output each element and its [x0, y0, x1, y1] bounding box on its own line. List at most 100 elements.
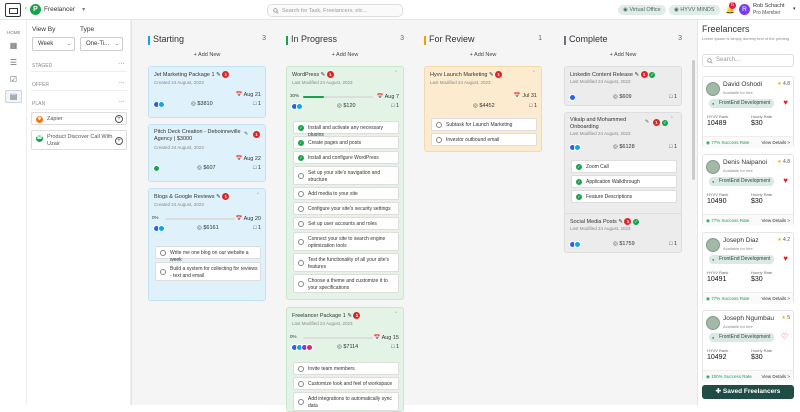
edit-icon[interactable]: ✎ [347, 313, 352, 319]
view-details-link[interactable]: View Details > [761, 140, 790, 145]
view-details-link[interactable]: View Details > [761, 374, 790, 379]
subtask-item[interactable]: Add media to your site [293, 187, 399, 200]
chevron-up-icon[interactable]: ˆ [395, 312, 397, 318]
subtask-checkbox[interactable] [436, 137, 442, 143]
chevron-up-icon[interactable]: ˆ [395, 71, 397, 77]
subtask-item[interactable]: ✓ Install and configure WordPress [293, 151, 399, 164]
comment-count[interactable]: □ 1 [669, 94, 677, 100]
subtask-item[interactable]: ✓ Create pages and posts [293, 136, 399, 149]
staged-section[interactable]: STAGED ⋯ [31, 60, 127, 72]
edit-icon[interactable]: ✎ [216, 72, 221, 78]
comment-count[interactable]: □ 1 [669, 144, 677, 150]
saved-freelancers-button[interactable]: ✚ Saved Freelancers [702, 385, 794, 399]
subtask-checkbox[interactable]: ✓ [298, 125, 304, 131]
hyvv-logo-icon[interactable] [5, 3, 21, 17]
comment-count[interactable]: □ 1 [253, 101, 261, 107]
plan-item-discovery-call[interactable]: ☎ Product Discover Call With Uzair + [31, 130, 127, 150]
subtask-checkbox[interactable] [160, 250, 166, 256]
more-icon[interactable]: ⋯ [118, 61, 125, 68]
subtask-item[interactable]: Build a system for collecting for review… [155, 262, 261, 281]
subtask-checkbox[interactable] [160, 269, 166, 275]
view-details-link[interactable]: View Details > [761, 218, 790, 223]
card-linkedin-content[interactable]: Linkedin Content Release ✎ 1 ✓ Last Modi… [564, 66, 682, 106]
card-blogs-reviews[interactable]: Blogs & Google Reviews ✎ 1 ˆ Created 24 … [148, 188, 266, 301]
freelancer-card[interactable]: David Oshodi Available for hire ★ 4.8 Fr… [702, 76, 794, 148]
subtask-item[interactable]: Customize look and feel of workspace [293, 377, 399, 390]
list-icon[interactable]: ☰ [9, 58, 18, 67]
bell-icon[interactable]: 🔔 6 [725, 2, 736, 14]
subtask-checkbox[interactable] [298, 221, 304, 227]
card-freelancer-package[interactable]: Freelancer Package 1 ✎ 1 ˆ Last Modified… [286, 307, 404, 412]
heart-icon[interactable]: ♥ [783, 98, 788, 107]
tasks-icon[interactable]: ☑ [9, 75, 18, 84]
card-jet-marketing[interactable]: Jet Marketing Package 1 ✎ 1 Created 24 A… [148, 66, 266, 118]
subtask-checkbox[interactable] [298, 239, 304, 245]
card-vikalp-onboarding[interactable]: Vikalp and Mohammed Onboarding ✎ 1 ✓ ˆ L… [564, 112, 682, 227]
subtask-item[interactable]: Set up user accounts and roles [293, 217, 399, 230]
subtask-checkbox[interactable] [298, 260, 304, 266]
subtask-item[interactable]: ✓ Zoom Call [571, 160, 677, 173]
board-scrollbar[interactable] [692, 60, 695, 180]
subtask-item[interactable]: ✓ Application Walkthrough [571, 175, 677, 188]
offer-section[interactable]: OFFER ⋯ [31, 79, 127, 91]
hyvv-minds-button[interactable]: ◉ HYVV MINDS [669, 5, 720, 15]
add-new-button[interactable]: + Add New [609, 52, 637, 58]
chevron-up-icon[interactable]: ˆ [533, 71, 535, 77]
type-select[interactable]: One-Ti... ⌄ [80, 37, 123, 51]
comment-count[interactable]: □ 1 [391, 103, 399, 109]
board-icon[interactable]: ▤ [5, 90, 22, 103]
freelancer-card[interactable]: Joseph Ngumbau Available for hire ★ 5 Fr… [702, 310, 794, 382]
subtask-item[interactable]: Configure your site's security settings [293, 202, 399, 215]
comment-count[interactable]: □ 1 [253, 165, 261, 171]
heart-outline-icon[interactable]: ♡ [780, 332, 788, 341]
view-details-link[interactable]: View Details > [761, 296, 790, 301]
add-new-button[interactable]: + Add New [469, 52, 497, 58]
subtask-item[interactable]: ✓ Feature Descriptions [571, 190, 677, 203]
subtask-checkbox[interactable] [298, 206, 304, 212]
comment-count[interactable]: □ 1 [529, 103, 537, 109]
freelancer-card[interactable]: Joseph Diaz Available for hire ★ 4.2 Fro… [702, 232, 794, 304]
edit-icon[interactable]: ✎ [320, 72, 326, 78]
subtask-item[interactable]: Test the functionality of all your site'… [293, 253, 399, 272]
more-icon[interactable]: ⋯ [118, 80, 125, 87]
subtask-checkbox[interactable] [436, 122, 442, 128]
user-menu[interactable]: Rob Schacht Pro Member ▾ [753, 3, 796, 17]
comment-count[interactable]: □ 1 [669, 241, 677, 247]
subtask-item[interactable]: Choose a theme and customize it to your … [293, 274, 399, 293]
add-icon[interactable]: + [115, 136, 123, 145]
chevron-up-icon[interactable]: ˆ [671, 117, 673, 123]
card-hyvv-launch[interactable]: Hyvv Launch Marketing ✎ 1 ˆ Last Modifie… [424, 66, 542, 152]
subtask-checkbox[interactable] [298, 173, 304, 179]
plan-item-zapier[interactable]: ✱ Zapier + [31, 112, 127, 125]
subtask-item[interactable]: Subtask for Launch Marketing [431, 118, 537, 131]
dashboard-icon[interactable]: ▦ [9, 41, 18, 50]
freelancer-search-input[interactable]: Search... [702, 54, 794, 67]
subtask-checkbox[interactable] [298, 399, 304, 405]
subtask-item[interactable]: Set up your site's navigation and struct… [293, 166, 399, 185]
subtask-item[interactable]: ✓ Install and activate any necessary plug… [293, 121, 399, 138]
subtask-checkbox[interactable]: ✓ [576, 194, 582, 200]
add-new-button[interactable]: + Add New [193, 52, 221, 58]
subtask-checkbox[interactable]: ✓ [298, 155, 304, 161]
heart-icon[interactable]: ♥ [783, 176, 788, 185]
subtask-checkbox[interactable] [298, 281, 304, 287]
subtask-checkbox[interactable]: ✓ [298, 140, 304, 146]
subtask-item[interactable]: Write me one blog on our website a week [155, 246, 261, 263]
edit-icon[interactable]: ✎ [634, 72, 640, 78]
edit-icon[interactable]: ✎ [489, 72, 494, 78]
edit-icon[interactable]: ✎ [244, 131, 249, 137]
freelancer-card[interactable]: Denis Naipanoi Available for hire ★ 4.8 … [702, 154, 794, 226]
more-icon[interactable]: ⋯ [118, 99, 125, 106]
comment-count[interactable]: □ 1 [253, 225, 261, 231]
card-pitch-deck[interactable]: Pitch Deck Creation - Deboinneville Agen… [148, 124, 266, 182]
plan-section[interactable]: PLAN ⋯ [31, 98, 127, 110]
collapse-icon[interactable]: ‹ [25, 6, 27, 12]
subtask-item[interactable]: Invite team members [293, 362, 399, 375]
add-icon[interactable]: + [115, 115, 123, 123]
chevron-up-icon[interactable]: ˆ [257, 193, 259, 199]
subtask-checkbox[interactable]: ✓ [576, 164, 582, 170]
add-new-button[interactable]: + Add New [331, 52, 359, 58]
edit-icon[interactable]: ✎ [216, 194, 221, 200]
subtask-checkbox[interactable] [298, 381, 304, 387]
heart-icon[interactable]: ♥ [783, 254, 788, 263]
